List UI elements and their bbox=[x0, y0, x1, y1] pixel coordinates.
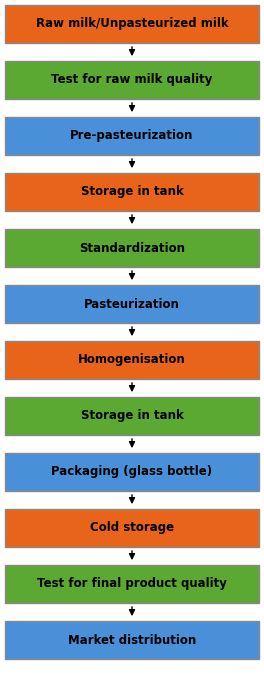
Text: Market distribution: Market distribution bbox=[68, 634, 196, 646]
FancyBboxPatch shape bbox=[5, 5, 259, 43]
FancyBboxPatch shape bbox=[5, 229, 259, 267]
FancyBboxPatch shape bbox=[5, 509, 259, 547]
Text: Test for raw milk quality: Test for raw milk quality bbox=[51, 73, 213, 86]
Text: Pasteurization: Pasteurization bbox=[84, 297, 180, 311]
FancyBboxPatch shape bbox=[5, 565, 259, 603]
Text: Storage in tank: Storage in tank bbox=[81, 185, 183, 199]
FancyBboxPatch shape bbox=[5, 621, 259, 659]
FancyBboxPatch shape bbox=[5, 173, 259, 211]
FancyBboxPatch shape bbox=[5, 397, 259, 435]
Text: Raw milk/Unpasteurized milk: Raw milk/Unpasteurized milk bbox=[36, 18, 228, 30]
Text: Packaging (glass bottle): Packaging (glass bottle) bbox=[51, 466, 213, 479]
FancyBboxPatch shape bbox=[5, 285, 259, 323]
Text: Test for final product quality: Test for final product quality bbox=[37, 578, 227, 590]
FancyBboxPatch shape bbox=[5, 117, 259, 155]
Text: Pre-pasteurization: Pre-pasteurization bbox=[70, 129, 194, 142]
FancyBboxPatch shape bbox=[5, 453, 259, 491]
FancyBboxPatch shape bbox=[5, 61, 259, 99]
Text: Storage in tank: Storage in tank bbox=[81, 410, 183, 423]
FancyBboxPatch shape bbox=[5, 341, 259, 379]
Text: Cold storage: Cold storage bbox=[90, 522, 174, 534]
Text: Homogenisation: Homogenisation bbox=[78, 353, 186, 367]
Text: Standardization: Standardization bbox=[79, 241, 185, 255]
